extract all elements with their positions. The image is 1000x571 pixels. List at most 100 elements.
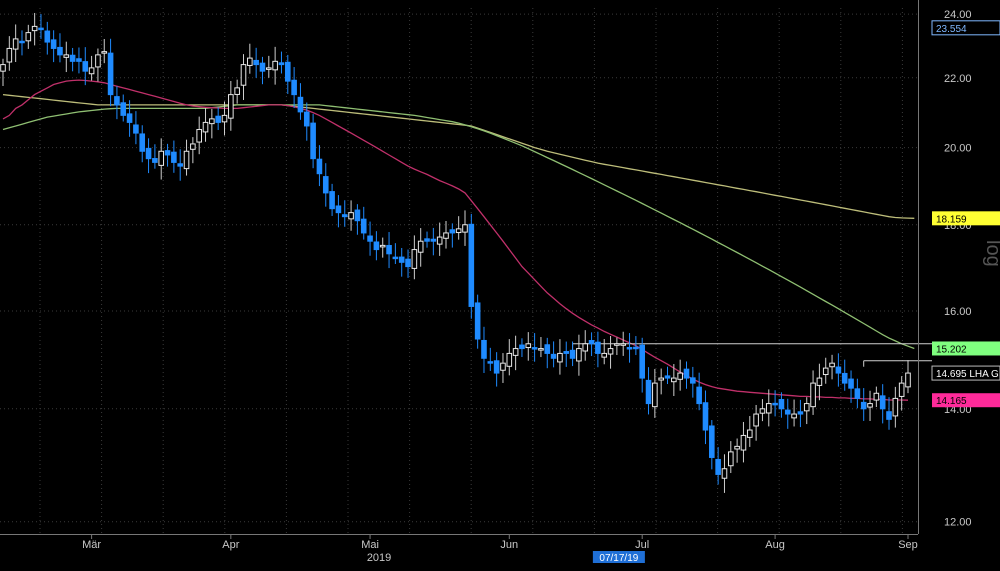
candle-body [360,218,367,234]
ma-short-line [2,79,909,401]
candle-body [88,67,95,75]
candle-body [873,392,880,401]
candle-body [677,372,683,380]
candle-body [335,205,342,214]
candle-body [145,147,152,160]
candle-body [6,47,13,63]
candle-body [639,344,645,379]
candle-body [759,408,766,414]
candle-body [316,158,323,175]
candle-body [727,451,734,467]
candle-body [133,124,139,134]
candle-body [411,249,418,269]
candle-body [854,388,861,399]
candle-body [595,341,601,354]
candle-body [481,339,487,359]
candle-body [664,375,671,379]
candle-body [38,27,44,31]
candle-body [322,176,329,194]
candle-body [228,94,234,119]
candle-body [303,111,310,127]
candle-body [500,362,506,371]
value-flag-box [932,211,1000,226]
candle-body [171,151,177,163]
candle-body [379,244,386,248]
candle-body [658,377,664,381]
candle-body [57,46,63,56]
value-flag-label: 18.159 [936,214,967,225]
candle-body [164,150,171,156]
candle-body [443,232,449,239]
candle-body [12,38,19,50]
last-price-flag-text: 14.695 LHA G [936,369,999,380]
candle-body [784,409,791,415]
candle-body [329,191,335,210]
candle-body [898,382,905,397]
candle-body [867,403,873,408]
candle-body [550,353,557,359]
candle-body [531,347,538,350]
candle-body [519,344,525,350]
candle-body [253,59,259,66]
candle-body [44,30,51,43]
candle-body [278,62,285,66]
date-flag-text: 07/17/19 [599,553,638,564]
candle-body [455,228,462,234]
candle-body [709,425,715,458]
candle-body [879,395,886,410]
candle-body [474,302,481,340]
y-tick-label: 24.00 [944,9,972,21]
value-flag-box [932,341,1000,356]
candle-body [778,399,785,410]
candle-body [25,32,32,42]
date-flag-box [592,551,645,563]
candle-body [626,347,633,350]
x-tick-label: Mär [82,539,101,551]
x-tick-label: Sep [898,539,918,551]
candle-body [202,121,209,133]
last-price-flag-box [931,365,1000,381]
candle-body [563,351,570,354]
candle-body [367,235,373,242]
y-tick-label: 22.00 [944,73,972,85]
y-tick-label: 20.00 [944,143,972,155]
candle-body [614,343,620,346]
x-axis: Mär Apr Mai Jun Jul Aug Sep 2019 07/17/19 [0,534,918,564]
candle-body [221,114,228,123]
candle-body [31,25,38,32]
candle-body [417,240,424,253]
candle-body [607,348,614,355]
candle-body [645,379,652,405]
candle-body [797,411,804,415]
candle-body [848,378,854,389]
candle-body [259,62,266,72]
candle-body [430,238,437,242]
candle-body [63,54,70,58]
candle-body [240,64,247,86]
ma-long-line [2,93,915,219]
candle-body [183,150,190,170]
candle-body [671,377,677,383]
candle-body [82,61,89,72]
candle-body [620,343,627,346]
candle-body [196,129,202,143]
x-tick-label: Jun [500,539,518,551]
candle-body [462,224,468,233]
candle-body [398,256,405,263]
candle-body [715,458,721,475]
candle-body [69,54,76,62]
candle-body [266,67,272,70]
candle-body [177,163,184,167]
candle-body [50,39,57,49]
candle-body [272,60,278,71]
candle-body [538,348,544,351]
candle-body [405,258,411,268]
candle-body [101,51,108,54]
candle-body [892,397,899,417]
candle-body [215,115,221,123]
x-tick-label: Aug [765,539,785,551]
candle-body [557,352,563,363]
candles [0,12,911,493]
candle-body [753,413,759,427]
